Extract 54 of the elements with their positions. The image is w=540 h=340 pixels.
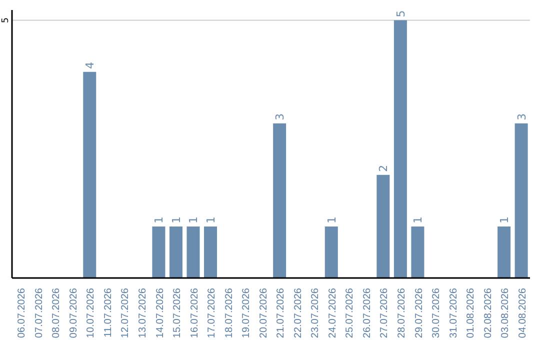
x-tick-label: 26.07.2026 <box>362 288 373 338</box>
x-tick-label: 15.07.2026 <box>172 288 184 338</box>
x-tick-label: 12.07.2026 <box>120 288 132 338</box>
data-label: 1 <box>498 216 512 224</box>
x-tick-label: 27.07.2026 <box>379 288 390 338</box>
x-tick-label: 18.07.2026 <box>224 288 235 338</box>
x-tick-label: 23.07.2026 <box>310 288 322 338</box>
x-tick-label: 16.07.2026 <box>189 288 200 338</box>
bar <box>204 226 218 278</box>
bar <box>498 226 511 278</box>
x-tick-label: 29.07.2026 <box>414 288 425 338</box>
bar <box>186 226 200 278</box>
bar <box>514 123 528 278</box>
data-label: 1 <box>412 216 425 224</box>
bar <box>324 226 338 278</box>
bar <box>169 226 182 278</box>
x-tick-label: 14.07.2026 <box>154 288 166 338</box>
x-tick-label: 08.07.2026 <box>51 288 62 338</box>
x-tick-label: 30.07.2026 <box>431 288 442 338</box>
x-tick-label: 24.07.2026 <box>327 288 338 338</box>
x-tick-label: 21.07.2026 <box>276 288 287 338</box>
x-tick-label: 13.07.2026 <box>138 288 148 338</box>
bar <box>411 226 424 278</box>
x-tick-label: 20.07.2026 <box>258 288 270 338</box>
data-label: 1 <box>152 216 166 224</box>
data-label: 4 <box>84 62 97 69</box>
x-tick-label: 09.07.2026 <box>68 288 80 338</box>
x-tick-label: 17.07.2026 <box>206 288 218 338</box>
x-tick-label: 19.07.2026 <box>241 288 252 338</box>
bar <box>394 20 407 278</box>
bar <box>83 72 96 278</box>
x-tick-label: 06.07.2026 <box>16 288 28 338</box>
x-tick-label: 02.08.2026 <box>482 288 494 338</box>
x-tick-label: 28.07.2026 <box>396 288 408 338</box>
x-tick-label: 10.07.2026 <box>86 288 97 338</box>
x-tick-label: 11.07.2026 <box>102 288 114 338</box>
data-label: 1 <box>187 216 200 224</box>
data-label: 3 <box>515 113 528 120</box>
data-label: 2 <box>377 164 390 172</box>
data-label: 1 <box>170 216 183 224</box>
bar <box>273 123 286 278</box>
data-label: 1 <box>204 216 218 224</box>
x-tick-label: 01.08.2026 <box>466 288 477 338</box>
x-tick-label: 07.07.2026 <box>34 288 45 338</box>
bar <box>376 174 390 278</box>
data-label: 1 <box>325 216 338 224</box>
bar <box>152 226 166 278</box>
x-tick-label: 03.08.2026 <box>500 288 512 338</box>
x-tick-label: 31.07.2026 <box>448 288 460 338</box>
data-label: 5 <box>394 10 408 18</box>
x-tick-label: 22.07.2026 <box>292 288 304 338</box>
x-tick-label: 25.07.2026 <box>344 288 356 338</box>
data-label: 3 <box>274 113 287 120</box>
x-tick-label: 04.08.2026 <box>517 288 528 338</box>
